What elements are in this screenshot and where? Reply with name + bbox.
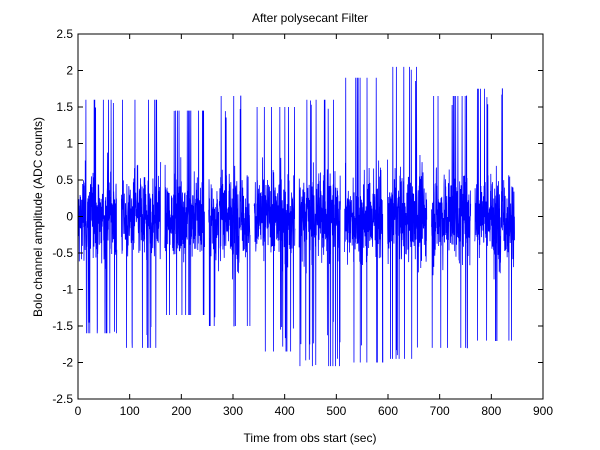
signal-segment-3 [164,110,205,316]
y-tick-label: -0.5 [52,246,73,260]
signal-segment-9 [431,95,472,349]
signal-segment-7 [344,77,384,363]
x-tick-label: 700 [430,404,450,418]
x-tick-label: 100 [120,404,140,418]
signal-segment-2 [121,99,162,348]
signal-segment-6 [298,99,341,367]
x-tick-label: 200 [171,404,191,418]
x-tick-label: 300 [223,404,243,418]
y-tick-label: 0 [66,210,73,224]
signal-series [77,66,515,367]
chart-title: After polysecant Filter [252,11,368,25]
y-tick-label: 0.5 [56,173,73,187]
y-tick-label: 2.5 [56,27,73,41]
y-tick-label: -2.5 [52,392,73,406]
signal-segment-10 [474,88,515,342]
signal-segment-1 [77,99,118,334]
y-tick-label: 1.5 [56,100,73,114]
x-tick-label: 800 [481,404,501,418]
signal-segment-5 [253,106,296,352]
x-tick-label: 500 [326,404,346,418]
x-tick-label: 900 [533,404,553,418]
y-axis-label: Bolo channel amplitude (ADC counts) [31,117,45,317]
x-axis-label: Time from obs start (sec) [244,431,377,445]
y-tick-label: -2 [62,356,73,370]
y-tick-label: 1 [66,137,73,151]
signal-segment-4 [208,95,251,327]
y-tick-label: -1 [62,283,73,297]
y-tick-label: -1.5 [52,319,73,333]
x-tick-label: 0 [75,404,82,418]
axis-ticks [77,33,544,400]
y-tick-label: 2 [66,64,73,78]
x-tick-label: 400 [275,404,295,418]
signal-segment-8 [387,66,428,359]
tick-labels: 0 100 200 300 400 500 600 700 800 900 -2.5 -2 -1.5 -1… [52,27,553,418]
x-tick-label: 600 [378,404,398,418]
